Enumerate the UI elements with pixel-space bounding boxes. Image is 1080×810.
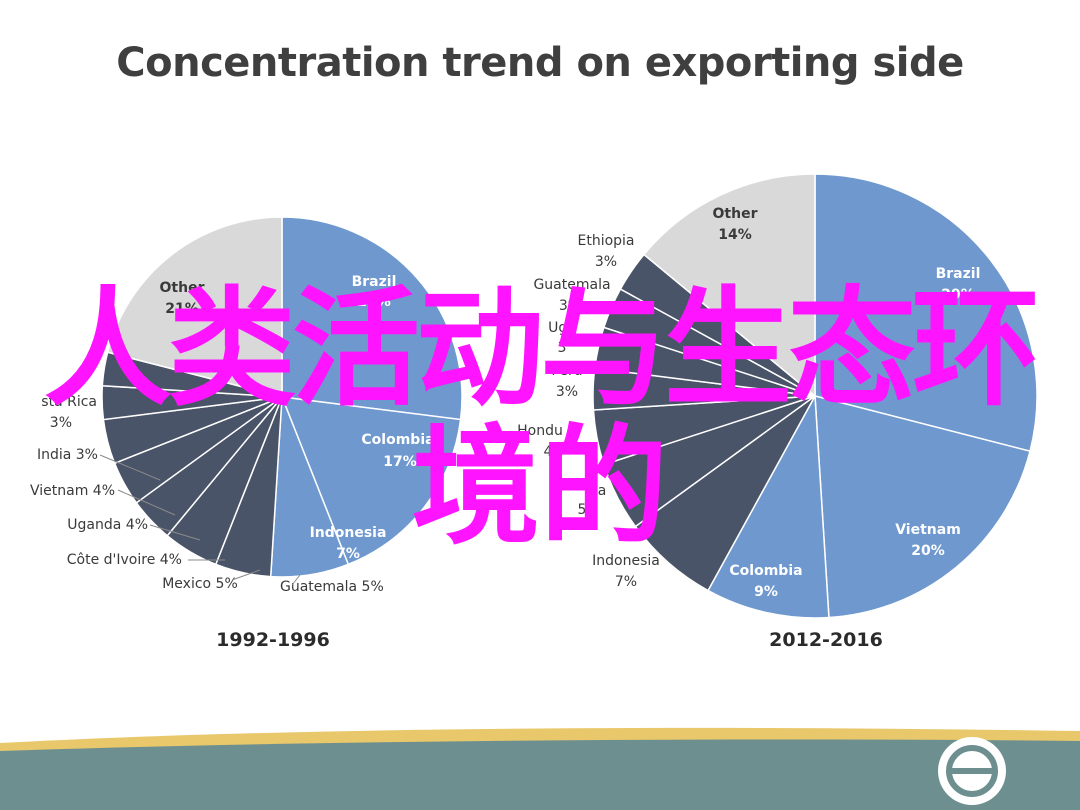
pie-label-left-12: sta Rica [41,394,97,410]
footer-teal-band [0,739,1080,810]
pie-charts: Brazil 27% Colombia 17% Indonesia 7% Guatemala… [30,173,1038,651]
pie-label-left-7: Mexico 5% [162,576,238,592]
pie-label-right-10: Hondu [517,423,563,439]
pie-label-left-10: Vietnam 4% [30,483,115,499]
pie-label-right-18: Ethiopia [577,233,634,249]
pie-label-left-15: 21% [165,301,199,317]
pie-label-left-0: Brazil [352,274,397,290]
overlay-text-line-2: 境的 [411,413,668,562]
pie-slice-brazil-0 [281,216,463,421]
leader-line-left-3 [149,524,201,541]
footer-banner [0,727,1080,810]
pie-label-right-0: Brazil [936,266,981,282]
pie-label-right-2: Vietnam [895,522,961,538]
pie-labels-1992-1996: Brazil 27% Colombia 17% Indonesia 7% Guatemala… [30,274,435,595]
pie-label-left-5: 7% [336,546,360,562]
pie-label-left-4: Indonesia [310,525,387,541]
leader-line-left-0 [291,574,301,586]
pie-label-right-20: Other [713,206,758,222]
pie-slice-other-10 [106,216,283,398]
pie-label-left-3: 17% [383,454,417,470]
pie-label-right-15: 3 [558,340,567,356]
pie-label-right-17: 3% [559,298,581,314]
overlay-text-line-1: 人类活动与生态环 [43,275,1040,424]
pie-label-left-8: Côte d'Ivoire 4% [67,552,182,568]
pie-label-right-3: 20% [911,543,945,559]
chart-title-1992-1996: 1992-1996 [216,629,330,651]
pie-label-right-16: Guatemala [533,277,610,293]
pie-label-left-13: 3% [50,415,72,431]
pie-label-left-1: 27% [357,294,391,310]
pie-label-right-11: 4 [544,444,553,460]
pie-chart-2012-2016 [592,173,1038,619]
pie-slice-brazil-0 [814,173,1038,453]
pie-label-right-6: Indonesia [592,553,660,569]
pie-label-right-13: 3% [556,384,578,400]
pie-label-right-8: a [598,483,607,499]
pie-label-left-11: India 3% [37,447,98,463]
footer-gold-stripe [0,727,1080,753]
pie-label-right-12: Peru [551,363,582,379]
leader-line-left-5 [99,454,161,481]
pie-labels-2012-2016: Brazil 29% Vietnam 20% Colombia 9% Indonesia 7%… [517,206,980,600]
logo-icon [938,737,1006,805]
pie-label-right-1: 29% [941,287,975,303]
pie-chart-1992-1996 [101,216,463,578]
pie-label-left-14: Other [160,280,205,296]
pie-slice-colombia-1 [280,396,462,566]
chart-title-2012-2016: 2012-2016 [769,629,883,651]
pie-label-right-19: 3% [595,254,617,270]
pie-slice-colombia-2 [707,393,830,619]
pie-label-right-14: Uga [548,320,576,336]
pie-slice-other-10 [642,173,816,398]
pie-label-right-21: 14% [718,227,752,243]
pie-label-left-6: Guatemala 5% [280,579,384,595]
leader-line-left-4 [117,489,176,516]
pie-label-right-7: 7% [615,574,637,590]
pie-label-right-9: 5 [578,502,587,518]
leader-line-left-1 [231,569,261,581]
pie-label-right-5: 9% [754,584,778,600]
pie-slice-vietnam-1 [814,395,1031,619]
pie-label-left-9: Uganda 4% [67,517,148,533]
pie-label-left-2: Colombia [361,432,434,448]
slide-title: Concentration trend on exporting side [116,40,964,86]
pie-label-right-4: Colombia [729,563,802,579]
